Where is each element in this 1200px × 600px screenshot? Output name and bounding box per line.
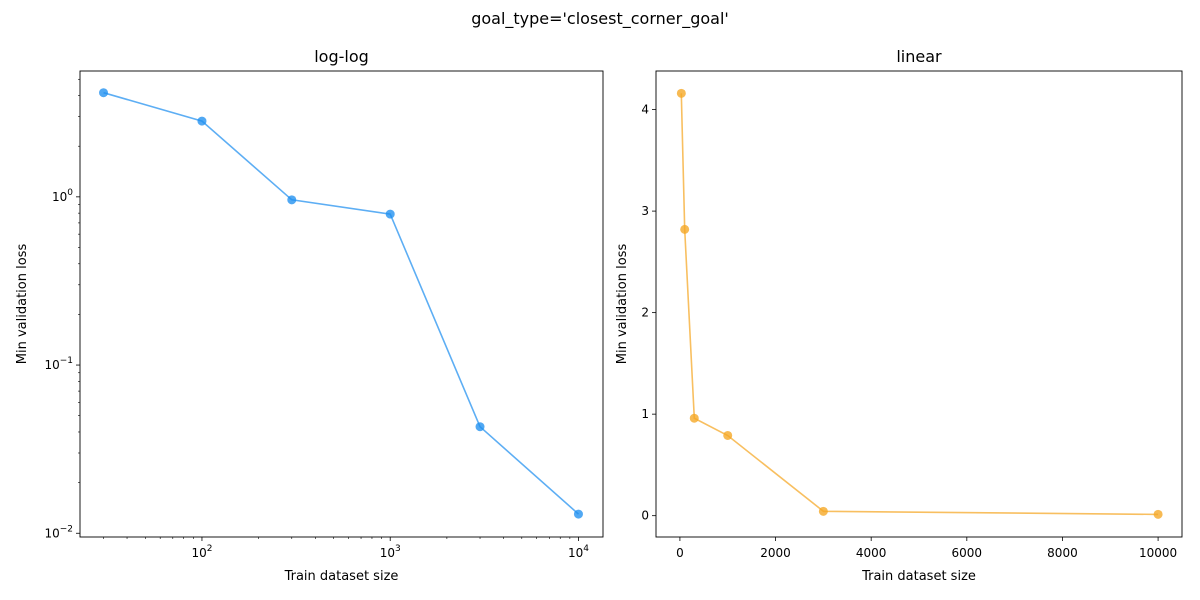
y-tick-label: 3 <box>641 204 649 218</box>
data-point <box>689 413 699 423</box>
data-point <box>475 422 485 432</box>
series-line <box>103 91 580 515</box>
y-tick-label: 0 <box>641 509 649 523</box>
data-point <box>197 116 207 126</box>
y-axis-label: Min validation loss <box>615 244 630 365</box>
y-axis-label: Min validation loss <box>15 244 30 365</box>
x-tick-label: 10000 <box>1139 546 1177 560</box>
x-tick-label: 8000 <box>1047 546 1078 560</box>
data-point <box>723 430 733 440</box>
y-tick-label: 10−1 <box>44 356 73 372</box>
subplot-1: log-log 102 103 104 10−2 10−1 100 Train dataset… <box>15 47 604 584</box>
data-point <box>818 506 828 516</box>
y-tick-label: 4 <box>641 103 649 117</box>
y-tick-label: 10−2 <box>44 524 73 540</box>
y-tick-label: 1 <box>641 407 649 421</box>
x-tick-label: 6000 <box>952 546 983 560</box>
data-point <box>1153 509 1163 519</box>
y-tick-label: 100 <box>52 188 73 204</box>
data-point <box>573 509 583 519</box>
subplot-title: linear <box>896 47 942 66</box>
x-tick-label: 4000 <box>856 546 887 560</box>
data-point <box>385 209 395 219</box>
x-tick-label: 103 <box>380 544 401 560</box>
x-axis-label: Train dataset size <box>861 569 976 584</box>
subplot-title: log-log <box>314 47 369 66</box>
subplot-2: linear 0 2000 4000 6000 8000 10000 0 1 2 3 4 Train d… <box>615 47 1183 584</box>
data-point <box>676 88 686 98</box>
x-axis-label: Train dataset size <box>284 569 399 584</box>
series-line <box>680 93 1159 516</box>
y-tick-label: 2 <box>641 306 649 320</box>
x-tick-label: 104 <box>568 544 589 560</box>
data-point <box>287 195 297 205</box>
data-point <box>99 88 109 98</box>
x-tick-label: 0 <box>676 546 684 560</box>
data-point <box>680 224 690 234</box>
plot-frame <box>79 70 604 538</box>
x-tick-label: 2000 <box>760 546 791 560</box>
x-tick-label: 102 <box>191 544 212 560</box>
figure-suptitle: goal_type='closest_corner_goal' <box>471 9 729 28</box>
plot-frame <box>655 70 1183 538</box>
